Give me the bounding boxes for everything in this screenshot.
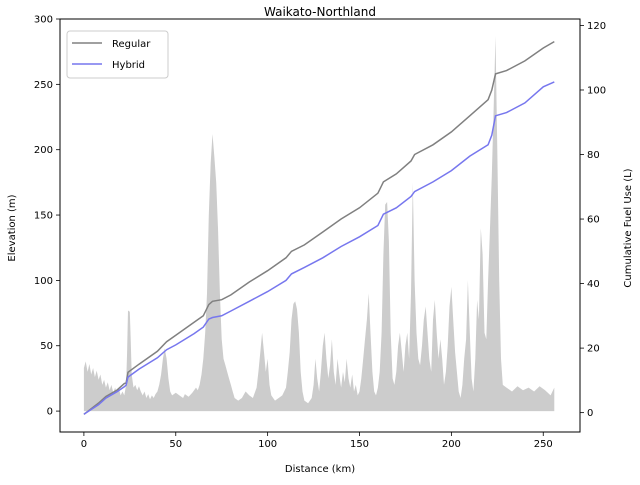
y2-axis-label: Cumulative Fuel Use (L) — [623, 168, 634, 287]
plot-frame — [59, 18, 581, 433]
y2-tick-label: 80 — [587, 150, 600, 161]
y-axis-left: 0 50 100 150 200 250 300 — [34, 15, 60, 418]
series-line-hybrid — [83, 81, 555, 415]
elevation-layer — [83, 36, 555, 412]
y2-tick-label: 40 — [587, 279, 600, 290]
x-axis: 0 50 100 150 200 250 — [81, 432, 553, 450]
y-axis-label: Elevation (m) — [7, 194, 18, 261]
elevation-area — [83, 36, 555, 412]
legend-label-regular: Regular — [112, 39, 151, 50]
x-tick-label: 0 — [81, 439, 87, 450]
y-tick-label: 300 — [34, 15, 53, 26]
series-line-regular — [83, 40, 555, 415]
legend-label-hybrid: Hybrid — [112, 60, 145, 71]
legend: Regular Hybrid — [66, 30, 169, 79]
x-tick-label: 50 — [169, 439, 182, 450]
y2-tick-label: 60 — [587, 215, 600, 226]
y-tick-label: 100 — [34, 276, 53, 287]
y-tick-label: 250 — [34, 80, 53, 91]
y2-tick-label: 100 — [587, 85, 606, 96]
chart-title: Waikato-Northland — [264, 5, 376, 19]
series-layer — [83, 40, 555, 415]
y-axis-right: 0 20 40 60 80 100 120 — [580, 21, 606, 419]
x-tick-label: 150 — [350, 439, 369, 450]
y2-tick-label: 120 — [587, 21, 606, 32]
x-axis-label: Distance (km) — [285, 464, 355, 475]
y-tick-label: 150 — [34, 211, 53, 222]
y2-tick-label: 20 — [587, 344, 600, 355]
y-tick-label: 50 — [40, 341, 53, 352]
x-tick-label: 200 — [442, 439, 461, 450]
x-tick-label: 100 — [258, 439, 277, 450]
y-tick-label: 0 — [47, 407, 53, 418]
y-tick-label: 200 — [34, 145, 53, 156]
y2-tick-label: 0 — [587, 408, 593, 419]
x-tick-label: 250 — [534, 439, 553, 450]
